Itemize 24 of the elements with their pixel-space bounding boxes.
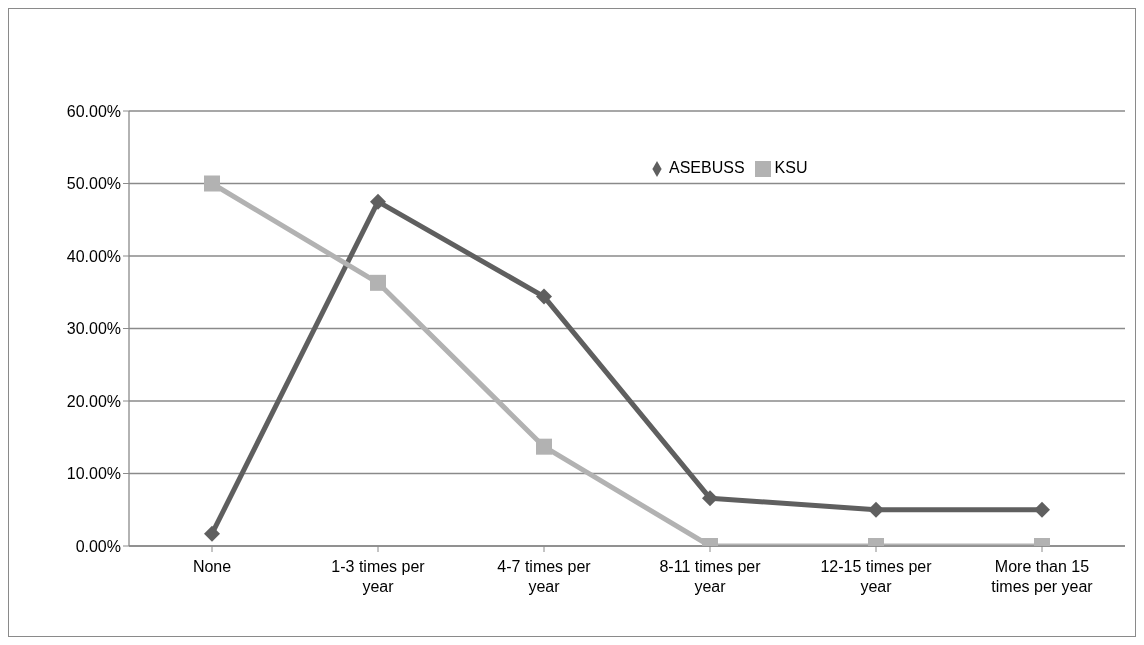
- point: [204, 525, 220, 542]
- y-tick-label: 60.00%: [66, 102, 121, 120]
- y-tick-label: 50.00%: [66, 175, 121, 193]
- point: [370, 274, 386, 291]
- point: [536, 288, 552, 305]
- y-tick-label: 20.00%: [66, 392, 121, 410]
- x-tick-label: 1-3 times per year: [331, 558, 426, 595]
- point: [536, 438, 552, 455]
- x-tick-label: More than 15 times per year: [991, 558, 1094, 595]
- x-tick-label: 12-15 times per year: [820, 558, 933, 595]
- point: [1034, 501, 1050, 518]
- x-tick-label: 4-7 times per year: [497, 558, 592, 595]
- legend-label: KSU: [774, 159, 808, 176]
- y-tick-label: 40.00%: [66, 247, 121, 265]
- y-tick-label: 30.00%: [66, 320, 121, 338]
- y-tick-label: 10.00%: [66, 465, 121, 483]
- x-tick-label: None: [192, 558, 232, 575]
- point: [370, 193, 386, 210]
- point: [702, 490, 718, 507]
- y-tick-label: 0.00%: [75, 537, 121, 555]
- point: [204, 175, 220, 192]
- point: [868, 501, 884, 518]
- x-tick-label: 8-11 times per year: [659, 558, 762, 595]
- legend-label: ASEBUSS: [669, 159, 745, 176]
